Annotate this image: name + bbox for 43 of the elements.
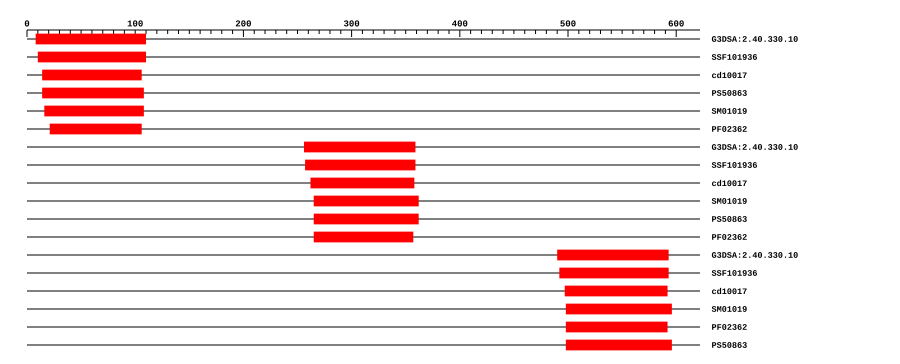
bar	[559, 268, 669, 278]
y-tick-label: SM01019	[712, 306, 747, 312]
y-tick-label: cd10017	[712, 72, 747, 78]
y-tick-label: G3DSA:2.40.330.10	[712, 252, 798, 258]
y-tick-label: PS50863	[712, 216, 747, 222]
bar	[557, 250, 669, 260]
x-tick-label: 400	[452, 20, 468, 26]
bar	[314, 196, 419, 206]
y-tick-label: SM01019	[712, 198, 747, 204]
y-tick-label: G3DSA:2.40.330.10	[712, 36, 798, 42]
bar	[50, 124, 142, 134]
bar	[38, 52, 146, 62]
y-tick-label: cd10017	[712, 288, 747, 294]
y-tick-label: PF02362	[712, 324, 747, 330]
bar	[564, 286, 668, 296]
y-tick-label: G3DSA:2.40.330.10	[712, 144, 798, 150]
y-tick-label: PF02362	[712, 126, 747, 132]
y-tick-label: PS50863	[712, 342, 747, 348]
y-tick-label: SSF101936	[712, 162, 757, 168]
bar	[42, 88, 144, 98]
bar	[314, 232, 414, 242]
y-tick-label: SSF101936	[712, 54, 757, 60]
bar	[310, 178, 414, 188]
bar	[44, 106, 144, 116]
bar	[304, 142, 416, 152]
y-tick-label: SM01019	[712, 108, 747, 114]
y-tick-label: SSF101936	[712, 270, 757, 276]
bar	[305, 160, 416, 170]
bar	[314, 214, 419, 224]
x-tick-label: 200	[236, 20, 251, 26]
x-tick-label: 300	[344, 20, 360, 26]
bar	[566, 322, 668, 332]
bar	[566, 304, 672, 314]
bar	[566, 340, 672, 350]
x-tick-label: 0	[24, 20, 30, 26]
bar	[42, 70, 142, 80]
x-tick-label: 500	[560, 20, 576, 26]
y-tick-label: PS50863	[712, 90, 747, 96]
bar	[36, 34, 146, 44]
y-tick-label: PF02362	[712, 234, 747, 240]
y-tick-label: cd10017	[712, 180, 747, 186]
x-tick-label: 600	[668, 20, 684, 26]
x-tick-label: 100	[128, 20, 143, 26]
